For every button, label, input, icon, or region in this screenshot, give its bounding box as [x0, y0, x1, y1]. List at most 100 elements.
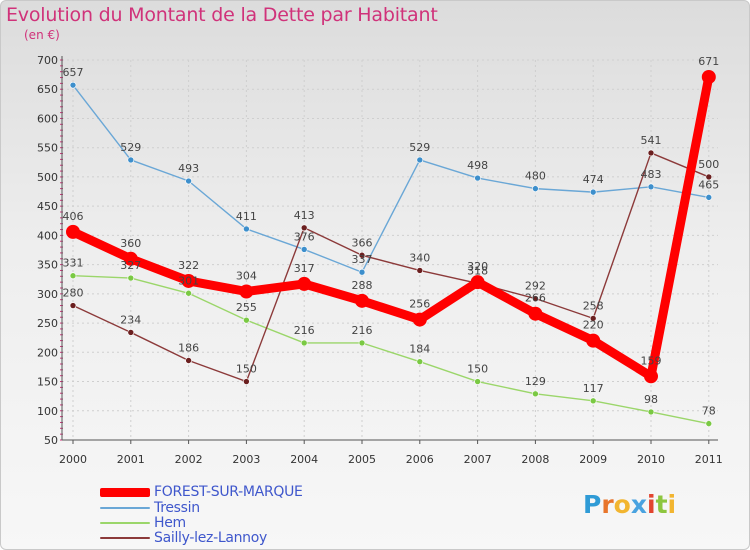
y-tick-label: 500: [37, 171, 58, 184]
data-label-hem: 331: [63, 257, 84, 270]
x-tick-label: 2006: [406, 453, 434, 466]
data-point-sailly-lez-lannoy: [647, 149, 655, 157]
x-tick-label: 2008: [521, 453, 549, 466]
data-point-sailly-lez-lannoy: [127, 329, 135, 336]
data-point-hem: [243, 316, 250, 324]
data-label-hem: 129: [525, 375, 546, 388]
data-label-forest-sur-marque: 256: [409, 298, 430, 311]
x-tick-label: 2007: [464, 453, 492, 466]
data-point-hem: [300, 339, 308, 347]
data-point-hem: [589, 397, 597, 405]
y-tick-label: 650: [37, 83, 58, 96]
y-tick-label: 700: [37, 54, 58, 67]
data-label-sailly-lez-lannoy: 186: [178, 341, 199, 354]
y-tick-label: 200: [37, 346, 58, 359]
data-point-forest-sur-marque: [355, 293, 369, 308]
y-tick-label: 300: [37, 288, 58, 301]
data-point-sailly-lez-lannoy: [589, 315, 597, 322]
data-label-sailly-lez-lannoy: 150: [236, 363, 257, 376]
data-label-hem: 78: [702, 405, 716, 418]
y-tick-label: 100: [37, 405, 58, 418]
y-tick-label: 450: [37, 200, 58, 213]
logo-letter: r: [601, 490, 614, 519]
x-tick-label: 2005: [348, 453, 376, 466]
data-label-forest-sur-marque: 159: [641, 354, 662, 367]
data-label-tressin: 529: [120, 141, 141, 154]
data-point-sailly-lez-lannoy: [243, 378, 250, 385]
data-label-tressin: 493: [178, 162, 199, 175]
legend-swatch-sailly-lez-lannoy: [100, 537, 150, 539]
data-point-sailly-lez-lannoy: [416, 267, 424, 274]
y-tick-label: 50: [44, 434, 58, 447]
legend-item-tressin: Tressin: [100, 500, 360, 518]
data-label-hem: 216: [294, 324, 315, 337]
legend-label-forest-sur-marque: FOREST-SUR-MARQUE: [154, 484, 303, 500]
data-point-forest-sur-marque: [239, 284, 254, 299]
logo-letter: i: [647, 490, 656, 519]
series-line-hem: [72, 275, 710, 425]
legend-label-tressin: Tressin: [154, 500, 200, 516]
data-label-forest-sur-marque: 406: [63, 210, 84, 223]
logo-letter: x: [630, 490, 647, 519]
data-point-forest-sur-marque: [181, 273, 196, 288]
data-point-sailly-lez-lannoy: [300, 224, 308, 232]
data-point-hem: [532, 390, 539, 398]
chart-title: Evolution du Montant de la Dette par Hab…: [6, 4, 438, 26]
axis-layer: 50 100 150 200 250 300 350 400 450 500 550 600 650 70…: [37, 54, 723, 466]
data-label-hem: 184: [409, 343, 430, 356]
data-label-tressin: 529: [409, 141, 430, 154]
data-label-forest-sur-marque: 266: [525, 292, 546, 305]
data-label-hem: 255: [236, 301, 257, 314]
data-label-layer: 657 529 493 411 376 337 529 498 480 474 483 465 331 3…: [63, 55, 720, 418]
legend-label-sailly-lez-lannoy: Sailly-lez-Lannoy: [154, 530, 268, 546]
data-point-forest-sur-marque: [701, 69, 716, 84]
data-label-sailly-lez-lannoy: 366: [352, 236, 373, 249]
legend-swatch-forest-sur-marque: [100, 488, 150, 497]
data-point-hem: [647, 408, 655, 416]
data-point-forest-sur-marque: [297, 276, 312, 291]
y-tick-label: 400: [37, 229, 58, 242]
data-point-forest-sur-marque: [470, 275, 485, 290]
data-label-hem: 301: [178, 274, 199, 287]
logo-letter: P: [583, 490, 602, 519]
legend-item-forest-sur-marque: FOREST-SUR-MARQUE: [100, 484, 360, 502]
data-label-hem: 216: [352, 324, 373, 337]
legend-label-hem: Hem: [154, 515, 186, 531]
series-line-tressin: [72, 84, 710, 273]
x-tick-label: 2000: [59, 453, 87, 466]
data-point-tressin: [69, 81, 77, 89]
data-label-sailly-lez-lannoy: 541: [641, 134, 662, 147]
data-point-hem: [705, 420, 713, 427]
data-label-sailly-lez-lannoy: 292: [525, 280, 546, 293]
legend-swatch-hem: [100, 522, 150, 524]
data-point-tressin: [532, 185, 539, 192]
x-tick-label: 2009: [579, 453, 607, 466]
logo-letter: o: [613, 490, 631, 519]
data-label-forest-sur-marque: 322: [178, 259, 199, 272]
data-label-hem: 150: [467, 363, 488, 376]
x-tick-label: 2010: [637, 453, 665, 466]
data-label-forest-sur-marque: 671: [698, 55, 719, 68]
data-point-hem: [474, 378, 481, 385]
data-label-tressin: 657: [63, 66, 84, 79]
data-point-forest-sur-marque: [123, 251, 138, 266]
data-point-sailly-lez-lannoy: [69, 302, 77, 309]
data-point-forest-sur-marque: [644, 369, 658, 384]
data-point-forest-sur-marque: [528, 306, 543, 321]
series-line-forest-sur-marque: [68, 72, 714, 381]
data-label-tressin: 483: [641, 168, 662, 181]
data-point-tressin: [243, 225, 250, 233]
y-tick-label: 600: [37, 112, 58, 125]
data-label-tressin: 376: [294, 230, 315, 243]
y-tick-label: 350: [37, 259, 58, 272]
data-point-sailly-lez-lannoy: [705, 173, 713, 181]
y-tick-label: 250: [37, 317, 58, 330]
logo-letter: i: [667, 490, 677, 519]
data-point-hem: [127, 274, 135, 282]
data-label-tressin: 498: [467, 159, 488, 172]
data-point-tressin: [647, 183, 655, 191]
legend-item-sailly-lez-lannoy: Sailly-lez-Lannoy: [100, 530, 360, 548]
data-point-sailly-lez-lannoy: [532, 295, 539, 302]
x-tick-label: 2004: [290, 453, 318, 466]
